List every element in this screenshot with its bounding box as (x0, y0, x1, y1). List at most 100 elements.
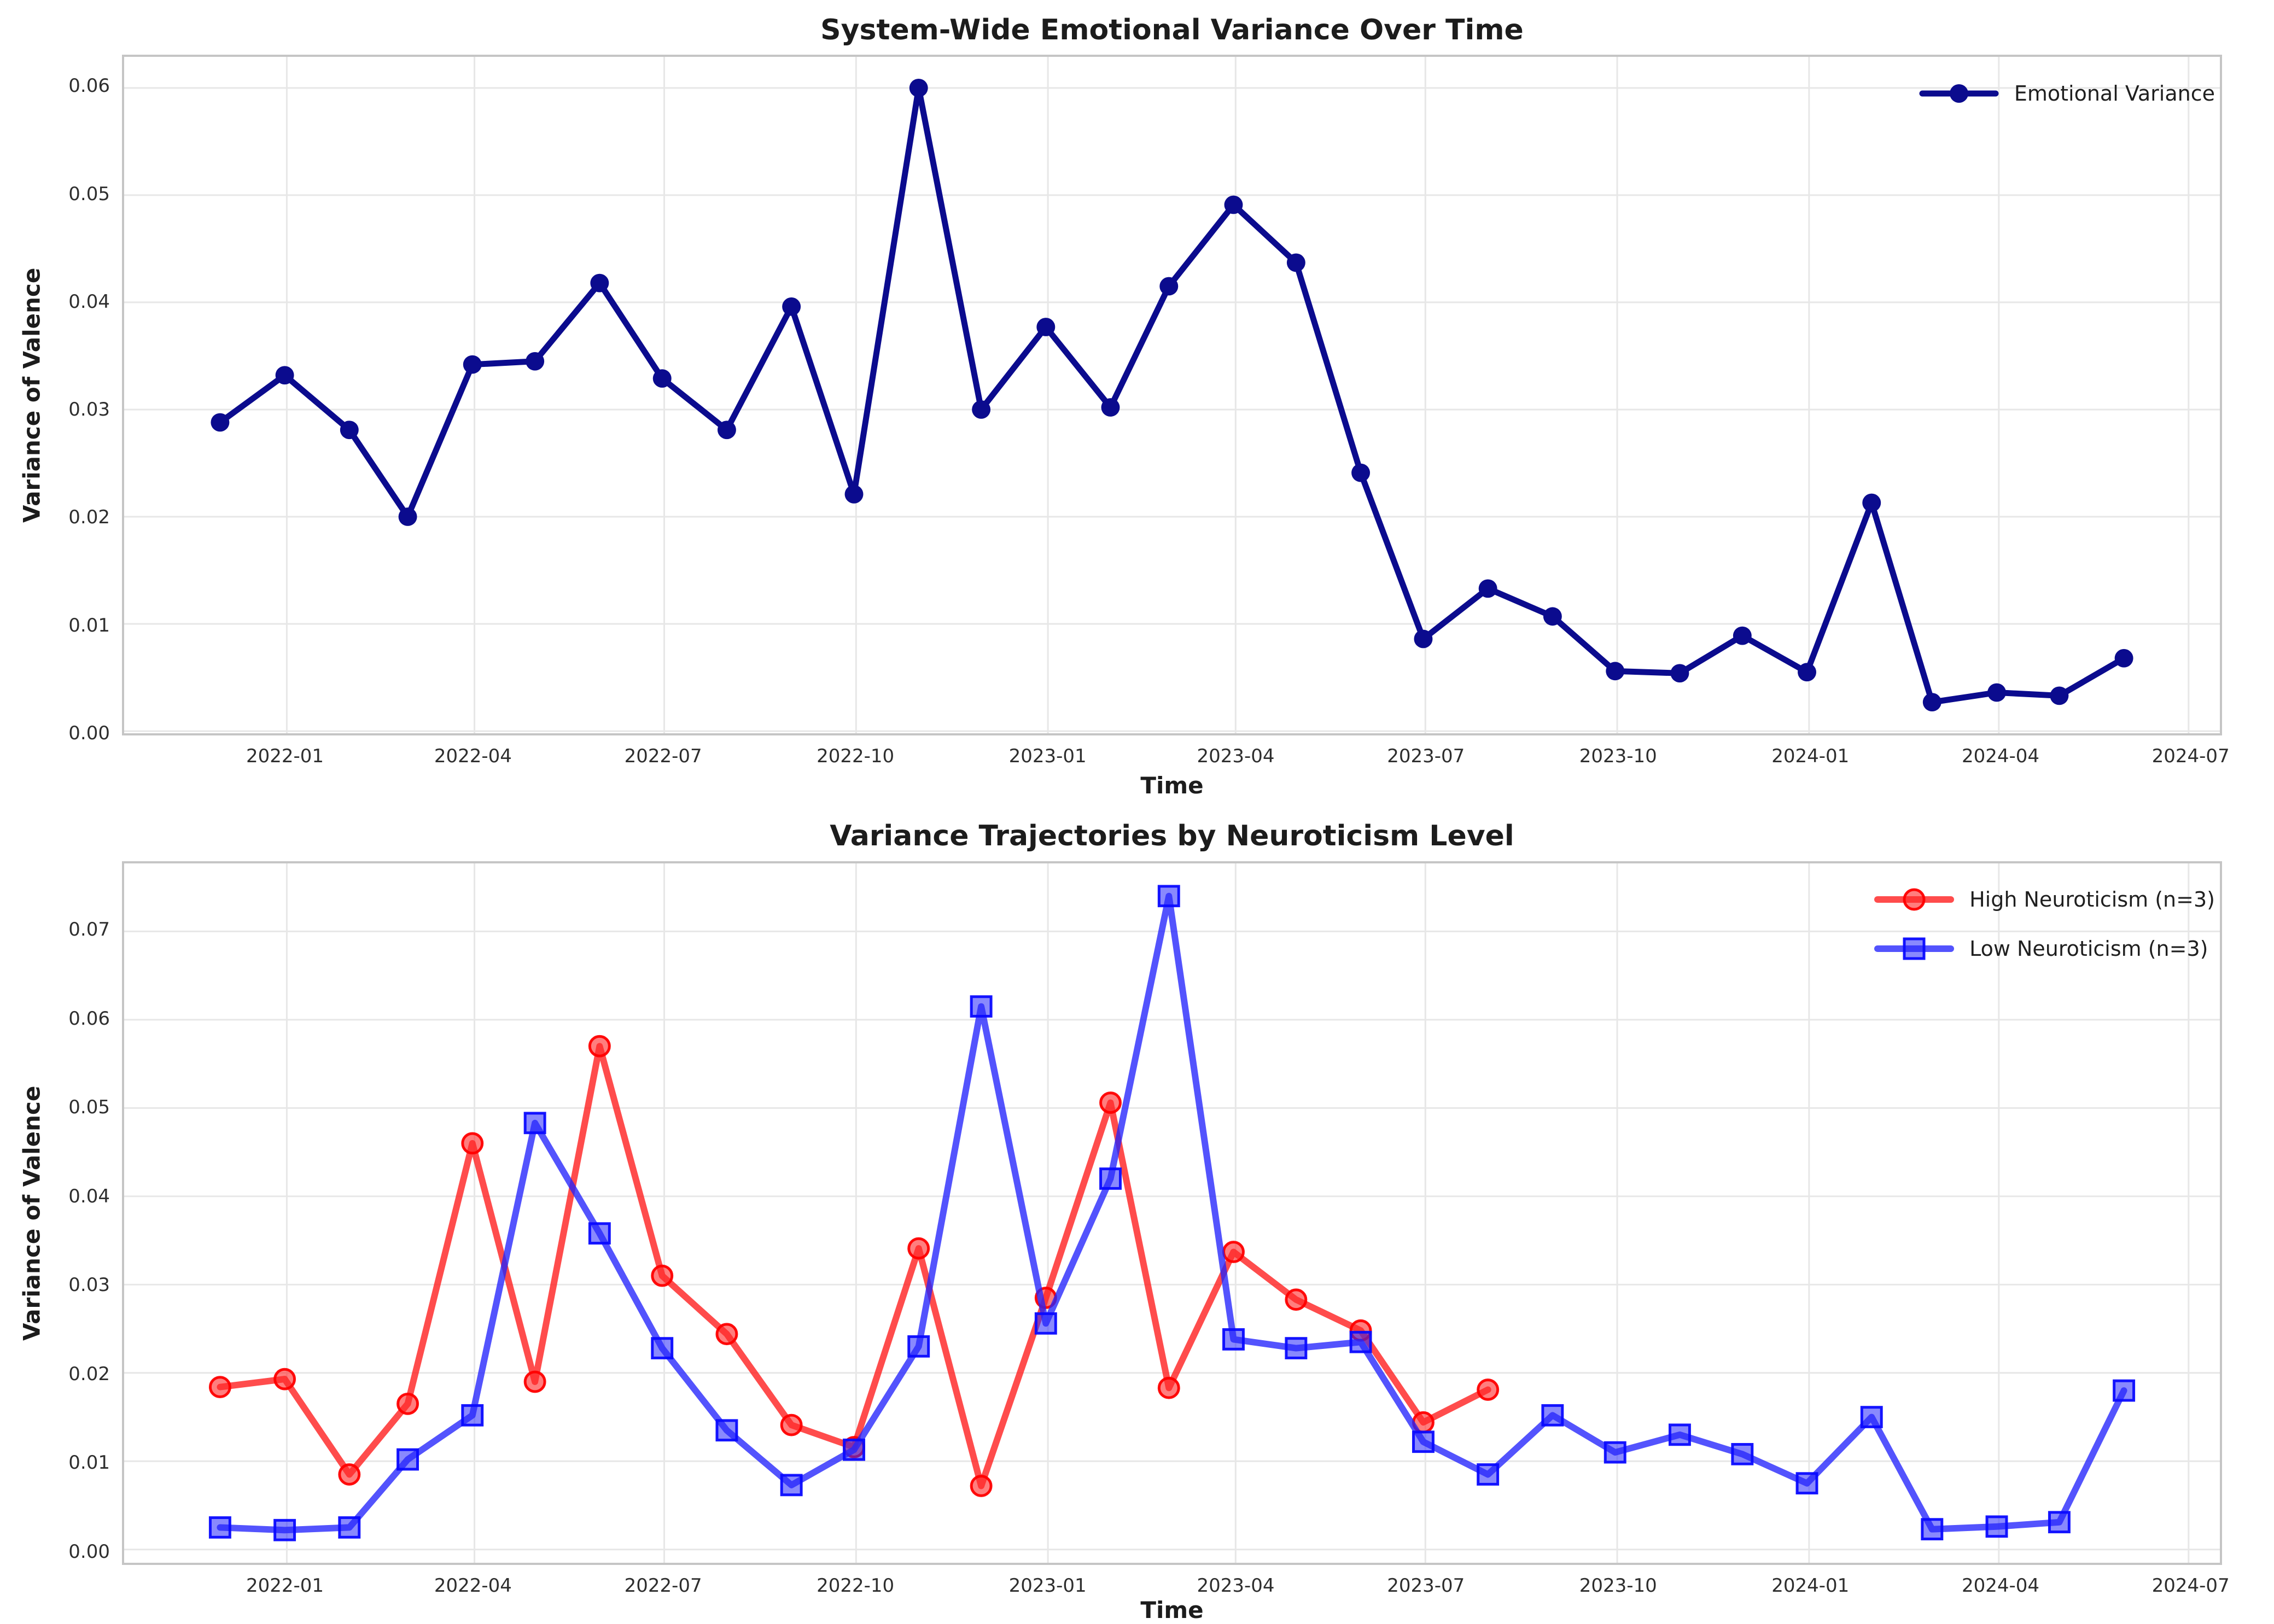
series-marker (1987, 683, 2006, 702)
y-tick-label: 0.06 (68, 1007, 110, 1030)
series-marker (588, 1222, 611, 1245)
series-marker (397, 1448, 419, 1471)
top-plot-area (122, 55, 2222, 735)
x-tick-label: 2022-04 (434, 745, 512, 767)
x-tick-label: 2024-07 (2151, 1575, 2230, 1597)
bottom-chart-title: Variance Trajectories by Neuroticism Lev… (830, 820, 1514, 852)
series-marker (208, 1516, 231, 1539)
y-tick-label: 0.06 (68, 75, 110, 97)
series-line (217, 1043, 1491, 1489)
y-tick-label: 0.03 (68, 399, 110, 421)
series-marker (1157, 885, 1180, 908)
series-marker (1101, 398, 1120, 417)
series-marker (1541, 1404, 1564, 1427)
y-tick-label: 0.01 (68, 1452, 110, 1474)
series-marker (972, 400, 991, 419)
series-marker (780, 1413, 803, 1436)
bottom-x-axis-label: Time (1140, 1597, 1204, 1623)
series-marker (1606, 662, 1625, 681)
series-marker (844, 484, 864, 504)
x-tick-label: 2022-10 (817, 745, 895, 767)
series-marker (1351, 463, 1371, 482)
series-marker (1795, 1472, 1818, 1495)
y-tick-label: 0.05 (68, 1096, 110, 1119)
series-marker (523, 1370, 546, 1393)
series-marker (1922, 693, 1941, 712)
low-neuroticism-legend-swatch-icon (1874, 937, 1955, 960)
series-marker (340, 420, 359, 440)
series-marker (970, 1475, 993, 1497)
series-marker (1798, 663, 1817, 682)
bottom-plot-area (122, 861, 2222, 1565)
legend-item: High Neuroticism (n=3) (1873, 881, 2215, 918)
x-tick-label: 2023-01 (1008, 1575, 1087, 1597)
x-tick-label: 2023-04 (1197, 745, 1275, 767)
series-marker (1903, 937, 1926, 960)
series-marker (338, 1516, 361, 1539)
series-marker (1543, 607, 1562, 626)
series-marker (1099, 1167, 1122, 1190)
series-marker (782, 297, 801, 316)
series-marker (461, 1404, 484, 1427)
top-x-axis-label: Time (1140, 772, 1204, 799)
y-tick-label: 0.02 (68, 1363, 110, 1385)
x-tick-label: 2022-10 (817, 1575, 895, 1597)
series-marker (1224, 195, 1243, 214)
bottom-plot-svg (124, 863, 2220, 1563)
series-marker (1412, 1430, 1435, 1453)
series-marker (907, 1237, 930, 1260)
series-marker (1478, 579, 1497, 598)
series-marker (1349, 1330, 1372, 1353)
bottom-legend: High Neuroticism (n=3) Low Neuroticism (… (1873, 881, 2215, 967)
legend-label: Low Neuroticism (n=3) (1969, 937, 2208, 961)
top-chart-title: System-Wide Emotional Variance Over Time (820, 14, 1524, 46)
top-legend: Emotional Variance (1918, 75, 2215, 112)
y-tick-label: 0.03 (68, 1274, 110, 1296)
series-marker (970, 995, 993, 1018)
series-marker (715, 1419, 738, 1442)
series-marker (715, 1323, 738, 1346)
y-tick-label: 0.04 (68, 1185, 110, 1207)
series-marker (1285, 1288, 1308, 1311)
series-marker (208, 1376, 231, 1399)
series-marker (397, 1392, 419, 1415)
series-marker (1731, 1442, 1754, 1465)
series-marker (1099, 1091, 1122, 1114)
series-marker (1668, 1423, 1691, 1446)
series-marker (275, 366, 294, 385)
y-tick-label: 0.04 (68, 290, 110, 313)
y-tick-label: 0.05 (68, 183, 110, 205)
series-marker (1670, 664, 1689, 683)
high-neuroticism-legend-swatch-icon (1874, 888, 1955, 911)
series-marker (2050, 686, 2069, 705)
series-marker (1733, 626, 1752, 645)
series-marker (461, 1132, 484, 1155)
series-marker (2113, 1379, 2136, 1402)
series-marker (651, 1264, 674, 1287)
series-marker (1157, 1376, 1180, 1399)
series-marker (1903, 888, 1926, 911)
x-tick-label: 2024-04 (1961, 745, 2040, 767)
y-tick-label: 0.00 (68, 1540, 110, 1563)
series-marker (909, 78, 928, 97)
x-tick-label: 2022-01 (246, 1575, 324, 1597)
series-marker (1159, 277, 1179, 296)
top-plot-svg (124, 57, 2220, 733)
x-tick-label: 2023-07 (1387, 745, 1465, 767)
series-marker (1477, 1463, 1500, 1486)
x-tick-label: 2024-07 (2151, 745, 2230, 767)
series-marker (1222, 1328, 1245, 1351)
series-marker (1414, 629, 1433, 649)
x-tick-label: 2022-07 (624, 1575, 702, 1597)
series-marker (1862, 493, 1881, 512)
x-tick-label: 2023-10 (1579, 745, 1657, 767)
x-tick-label: 2024-01 (1771, 745, 1850, 767)
x-tick-label: 2022-04 (434, 1575, 512, 1597)
series-marker (1222, 1241, 1245, 1263)
series-marker (1286, 253, 1305, 272)
series-marker (1285, 1337, 1308, 1359)
series-marker (273, 1518, 296, 1541)
series-marker (526, 352, 545, 371)
series-marker (1034, 1312, 1057, 1335)
